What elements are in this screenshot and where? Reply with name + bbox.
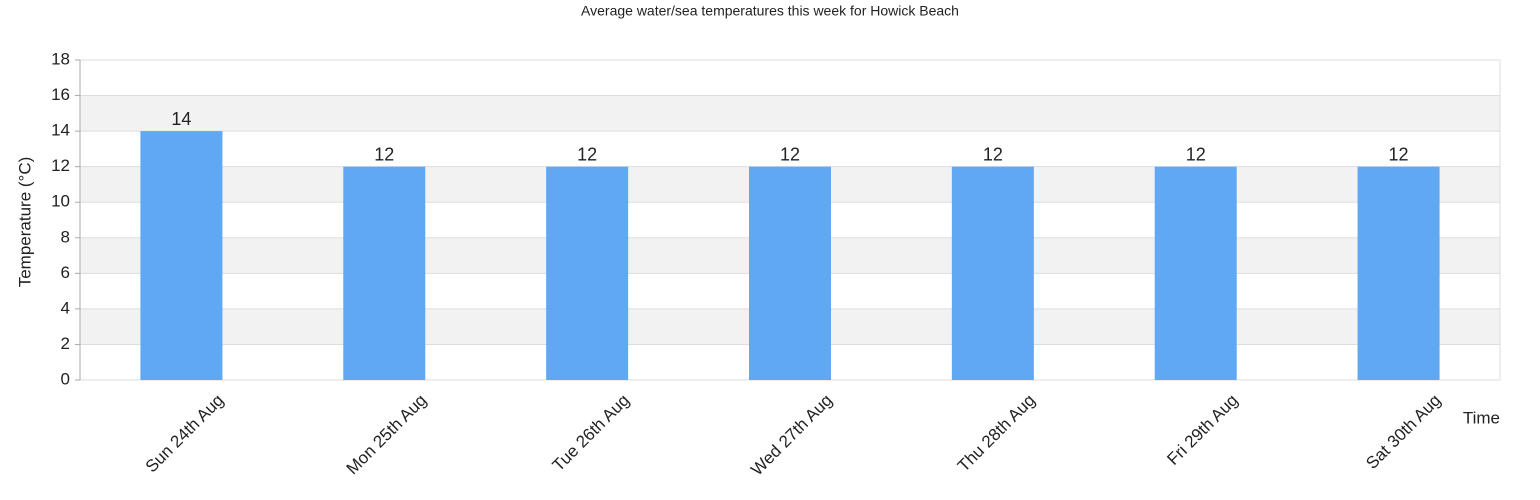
bar bbox=[343, 166, 426, 380]
value-label: 12 bbox=[983, 144, 1003, 164]
y-tick-label: 6 bbox=[61, 263, 70, 282]
y-axis-label: Temperature (°C) bbox=[15, 157, 34, 288]
bar bbox=[951, 166, 1034, 380]
y-tick-label: 4 bbox=[61, 298, 70, 317]
value-label: 12 bbox=[1389, 144, 1409, 164]
value-label: 12 bbox=[780, 144, 800, 164]
x-tick-label: Mon 25th Aug bbox=[343, 391, 431, 479]
y-tick-label: 12 bbox=[51, 156, 70, 175]
y-tick-label: 2 bbox=[61, 334, 70, 353]
x-tick-label: Tue 26th Aug bbox=[549, 391, 634, 476]
x-tick-label: Fri 29th Aug bbox=[1163, 391, 1241, 469]
y-tick-label: 10 bbox=[51, 192, 70, 211]
x-tick-label: Thu 28th Aug bbox=[954, 391, 1039, 476]
x-tick-label: Wed 27th Aug bbox=[747, 391, 836, 480]
value-label: 12 bbox=[577, 144, 597, 164]
value-label: 14 bbox=[171, 109, 191, 129]
bar bbox=[749, 166, 831, 380]
y-tick-label: 0 bbox=[61, 369, 70, 388]
value-label: 12 bbox=[1186, 144, 1206, 164]
x-tick-label: Sat 30th Aug bbox=[1362, 391, 1444, 473]
grid-band bbox=[80, 95, 1500, 132]
y-tick-label: 14 bbox=[51, 121, 70, 140]
y-tick-label: 16 bbox=[51, 85, 70, 104]
x-axis-label: Time bbox=[1463, 408, 1500, 427]
bar bbox=[546, 166, 629, 380]
bar bbox=[1357, 166, 1440, 380]
y-tick-label: 8 bbox=[61, 227, 70, 246]
value-label: 12 bbox=[374, 144, 394, 164]
x-tick-label: Sun 24th Aug bbox=[142, 391, 228, 477]
bar bbox=[1154, 166, 1237, 380]
y-tick-label: 18 bbox=[51, 49, 70, 68]
bar bbox=[140, 131, 223, 380]
chart-title: Average water/sea temperatures this week… bbox=[581, 3, 959, 19]
